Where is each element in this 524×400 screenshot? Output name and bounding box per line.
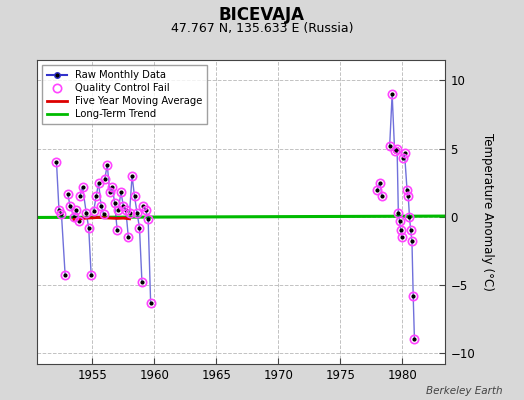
Text: Berkeley Earth: Berkeley Earth: [427, 386, 503, 396]
Text: 47.767 N, 135.633 E (Russia): 47.767 N, 135.633 E (Russia): [171, 22, 353, 35]
Text: BICEVAJA: BICEVAJA: [219, 6, 305, 24]
Y-axis label: Temperature Anomaly (°C): Temperature Anomaly (°C): [482, 133, 495, 291]
Legend: Raw Monthly Data, Quality Control Fail, Five Year Moving Average, Long-Term Tren: Raw Monthly Data, Quality Control Fail, …: [42, 65, 207, 124]
